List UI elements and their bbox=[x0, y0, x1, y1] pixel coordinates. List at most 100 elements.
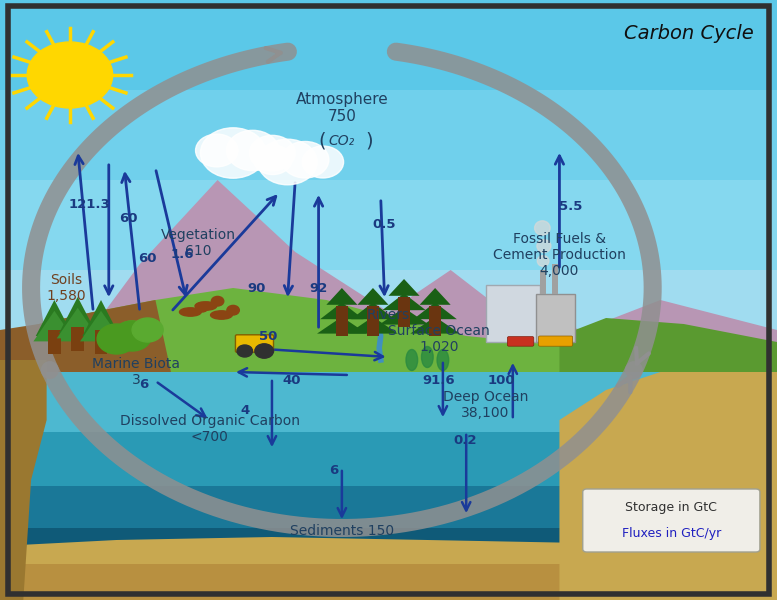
Polygon shape bbox=[36, 300, 73, 336]
Circle shape bbox=[27, 42, 113, 108]
FancyBboxPatch shape bbox=[235, 335, 274, 352]
Ellipse shape bbox=[421, 346, 434, 367]
Circle shape bbox=[196, 302, 208, 312]
Text: Storage in GtC: Storage in GtC bbox=[625, 502, 717, 514]
Circle shape bbox=[227, 130, 279, 170]
Text: 4: 4 bbox=[240, 404, 249, 418]
Text: 50: 50 bbox=[259, 329, 277, 343]
Bar bbox=[398, 297, 410, 327]
Polygon shape bbox=[0, 360, 777, 486]
Bar bbox=[95, 330, 107, 354]
Ellipse shape bbox=[211, 311, 232, 319]
Text: 92: 92 bbox=[309, 281, 328, 295]
Text: Fossil Fuels &
Cement Production
4,000: Fossil Fuels & Cement Production 4,000 bbox=[493, 232, 626, 278]
Polygon shape bbox=[348, 317, 398, 334]
Polygon shape bbox=[413, 302, 457, 319]
Text: 5.5: 5.5 bbox=[559, 200, 583, 214]
Bar bbox=[552, 264, 558, 294]
Text: CO₂: CO₂ bbox=[329, 134, 355, 148]
Text: Rivers: Rivers bbox=[367, 308, 410, 322]
Text: 100: 100 bbox=[487, 374, 515, 388]
Text: 0.2: 0.2 bbox=[453, 434, 476, 448]
Text: Sediments 150: Sediments 150 bbox=[290, 524, 394, 538]
Ellipse shape bbox=[437, 349, 448, 370]
Ellipse shape bbox=[537, 256, 549, 266]
Circle shape bbox=[196, 134, 238, 167]
Text: 40: 40 bbox=[282, 374, 301, 388]
Ellipse shape bbox=[535, 221, 550, 235]
Circle shape bbox=[132, 318, 163, 342]
Polygon shape bbox=[317, 317, 367, 334]
Circle shape bbox=[258, 139, 317, 185]
Bar bbox=[336, 306, 348, 336]
Circle shape bbox=[281, 142, 329, 178]
Circle shape bbox=[302, 146, 343, 178]
Text: ): ) bbox=[365, 131, 373, 151]
Polygon shape bbox=[0, 432, 777, 486]
Circle shape bbox=[227, 305, 239, 315]
Polygon shape bbox=[388, 279, 420, 296]
Circle shape bbox=[253, 145, 292, 175]
Polygon shape bbox=[33, 311, 75, 341]
Text: 6: 6 bbox=[139, 377, 148, 391]
FancyBboxPatch shape bbox=[583, 489, 760, 552]
Ellipse shape bbox=[537, 239, 551, 253]
Polygon shape bbox=[0, 288, 777, 372]
Text: Soils
1,580: Soils 1,580 bbox=[47, 273, 85, 303]
Ellipse shape bbox=[406, 349, 418, 370]
Bar bbox=[540, 270, 546, 294]
Circle shape bbox=[113, 321, 152, 351]
Polygon shape bbox=[59, 297, 96, 333]
Text: Marine Biota
3: Marine Biota 3 bbox=[92, 357, 180, 387]
Text: Deep Ocean
38,100: Deep Ocean 38,100 bbox=[443, 390, 528, 420]
FancyBboxPatch shape bbox=[507, 337, 534, 346]
Text: 91.6: 91.6 bbox=[423, 374, 455, 388]
Text: 60: 60 bbox=[138, 251, 157, 265]
Polygon shape bbox=[0, 270, 777, 372]
FancyBboxPatch shape bbox=[538, 336, 573, 346]
Circle shape bbox=[255, 344, 274, 358]
Circle shape bbox=[200, 128, 266, 178]
Polygon shape bbox=[559, 372, 777, 600]
Polygon shape bbox=[0, 0, 777, 372]
Circle shape bbox=[117, 321, 148, 345]
Text: 0.5: 0.5 bbox=[373, 218, 396, 232]
Polygon shape bbox=[0, 90, 777, 180]
Polygon shape bbox=[0, 486, 777, 528]
Polygon shape bbox=[0, 300, 171, 372]
Bar bbox=[486, 285, 540, 342]
Polygon shape bbox=[351, 302, 395, 319]
Circle shape bbox=[97, 324, 136, 354]
Circle shape bbox=[249, 136, 295, 170]
Polygon shape bbox=[379, 308, 429, 325]
Polygon shape bbox=[57, 308, 99, 338]
Polygon shape bbox=[382, 293, 426, 310]
Ellipse shape bbox=[195, 302, 217, 310]
Polygon shape bbox=[0, 180, 777, 372]
Bar bbox=[367, 306, 379, 336]
Text: 1.6: 1.6 bbox=[171, 248, 194, 262]
Text: Vegetation
610: Vegetation 610 bbox=[161, 228, 235, 258]
Polygon shape bbox=[0, 360, 47, 600]
Text: Dissolved Organic Carbon
<700: Dissolved Organic Carbon <700 bbox=[120, 414, 300, 444]
Polygon shape bbox=[0, 564, 777, 600]
Polygon shape bbox=[420, 288, 451, 305]
Text: (: ( bbox=[319, 131, 326, 151]
Bar bbox=[429, 306, 441, 336]
Polygon shape bbox=[0, 528, 777, 558]
Text: Atmosphere
750: Atmosphere 750 bbox=[295, 92, 388, 124]
Polygon shape bbox=[0, 180, 777, 270]
Polygon shape bbox=[410, 317, 460, 334]
Bar bbox=[536, 294, 575, 342]
Text: 6: 6 bbox=[329, 464, 339, 478]
Polygon shape bbox=[326, 288, 357, 305]
Text: Fluxes in GtC/yr: Fluxes in GtC/yr bbox=[622, 527, 721, 539]
Text: 90: 90 bbox=[247, 281, 266, 295]
Circle shape bbox=[211, 296, 224, 306]
Polygon shape bbox=[559, 318, 777, 372]
Polygon shape bbox=[0, 0, 777, 90]
Text: Carbon Cycle: Carbon Cycle bbox=[624, 24, 754, 43]
Polygon shape bbox=[80, 311, 122, 341]
Polygon shape bbox=[320, 302, 364, 319]
Circle shape bbox=[237, 345, 253, 357]
